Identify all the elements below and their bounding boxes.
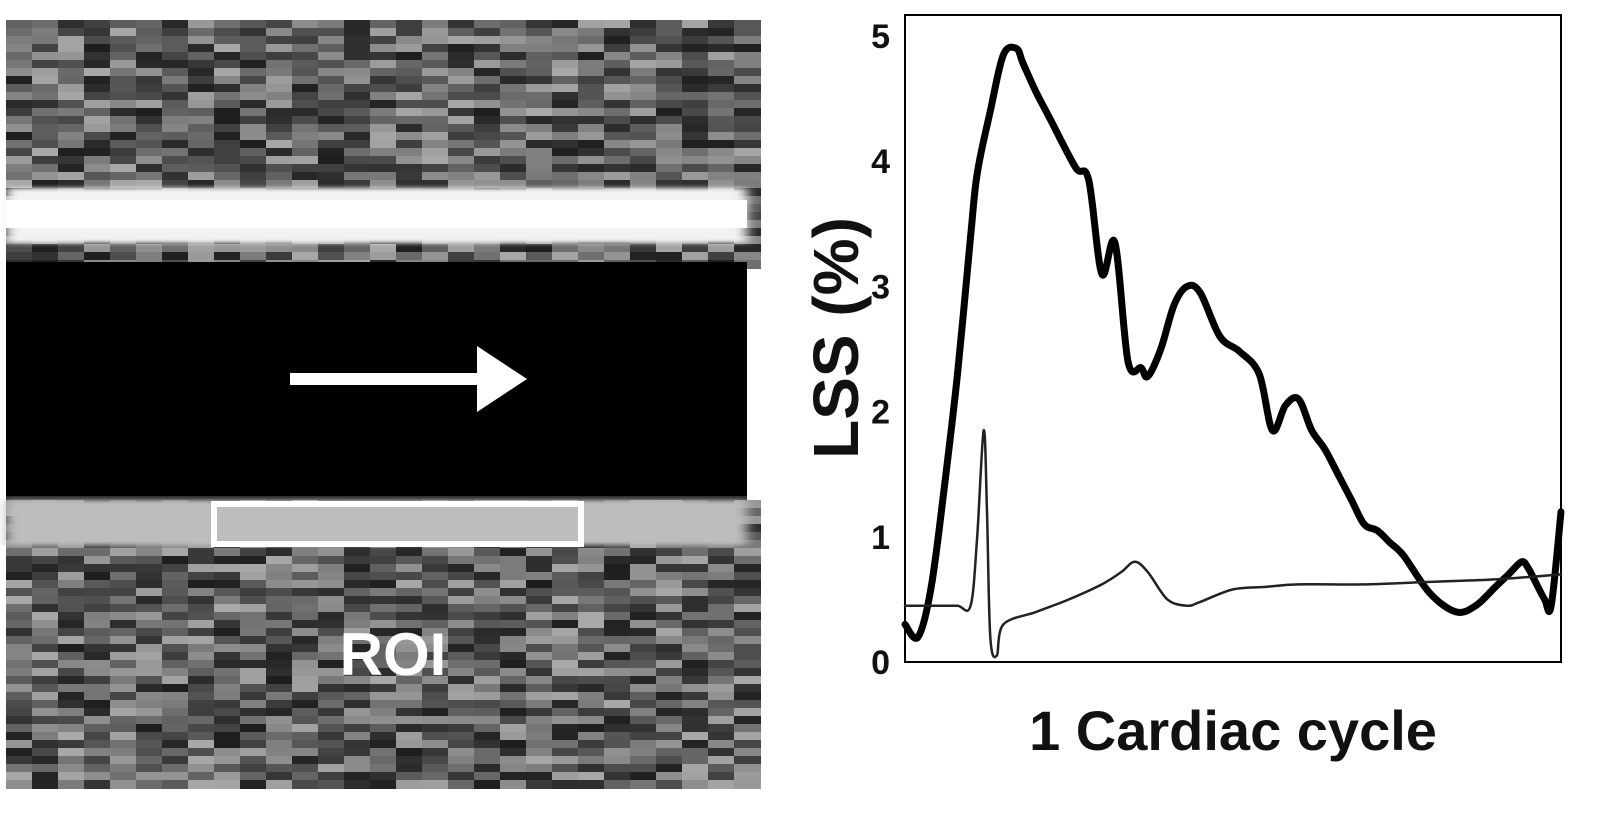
y-tick-labels: 0 1 2 3 4 5: [871, 18, 890, 682]
x-axis-label: 1 Cardiac cycle: [1029, 699, 1437, 762]
y-tick-label: 5: [871, 18, 890, 56]
vessel-wall-lower: [6, 500, 747, 545]
series-layer: [901, 43, 1565, 659]
arrow-right-icon: [290, 346, 527, 412]
roi-label: ROI: [340, 621, 447, 688]
y-tick-label: 4: [871, 143, 890, 181]
series-line-thick: [901, 43, 1565, 642]
y-tick-label: 2: [871, 394, 890, 432]
vessel-wall-upper-core: [6, 200, 747, 228]
y-tick-label: 3: [871, 268, 890, 306]
lss-chart: 0 1 2 3 4 5 LSS (%) 1 Cardiac cycle: [800, 14, 1565, 762]
roi-box: [211, 501, 584, 547]
y-tick-label: 0: [871, 644, 890, 682]
y-tick-label: 1: [871, 519, 890, 557]
series-line-thin: [903, 429, 1563, 659]
plot-area-frame: [904, 14, 1562, 663]
y-axis-label: LSS (%): [800, 217, 872, 459]
ultrasound-image: ROI: [6, 20, 761, 789]
